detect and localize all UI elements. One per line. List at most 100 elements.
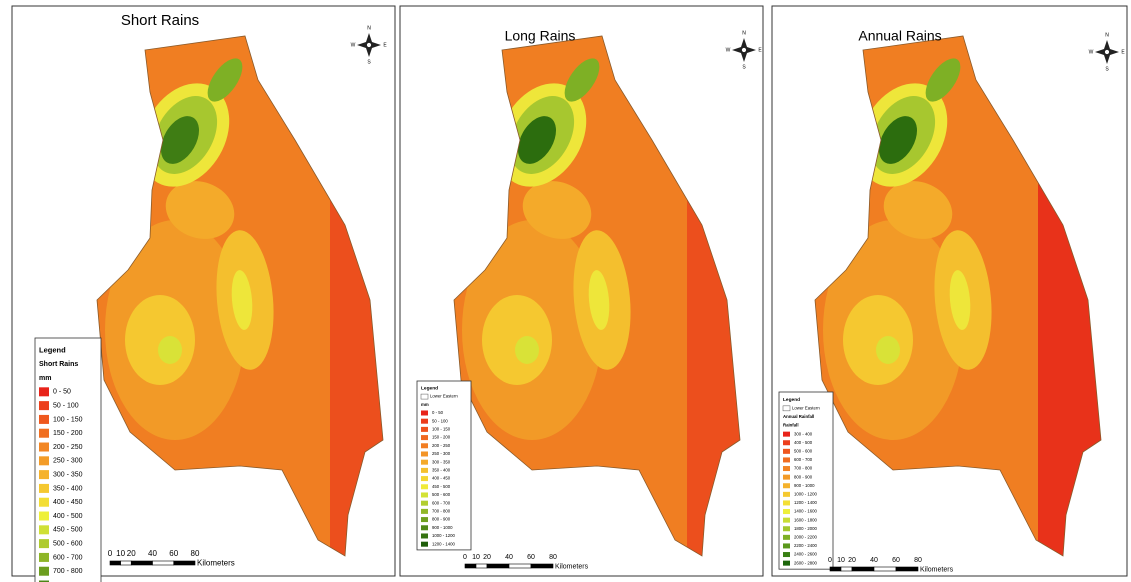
legend-swatch [39,484,49,493]
scale-segment [896,567,918,571]
legend-label: 500 - 600 [794,448,813,453]
legend-label: 1600 - 1800 [794,517,818,522]
legend-swatch [783,552,790,557]
legend-label: 2200 - 2400 [794,543,818,548]
legend-label: 1200 - 1400 [794,500,818,505]
legend-layer-swatch [421,394,428,399]
scale-tick-label: 80 [191,549,200,558]
rain-zone [158,336,182,364]
legend-heading: mm [421,402,429,407]
scale-tick-label: 10 [472,554,480,561]
compass-w: W [726,47,731,53]
legend-swatch [421,484,428,489]
legend-label: 200 - 250 [432,443,451,448]
legend-heading: Rainfall [783,423,799,428]
legend-label: 500 - 600 [53,540,83,547]
legend-title: Legend [39,345,66,354]
rain-zone [125,295,195,385]
scale-segment [465,564,476,568]
legend-swatch [421,443,428,448]
scale-segment [110,561,121,565]
legend-label: 200 - 250 [53,444,83,451]
scale-tick-label: 80 [549,554,557,561]
legend-swatch [39,567,49,576]
compass-center [367,43,372,48]
legend-swatch [421,460,428,465]
scale-tick-label: 60 [892,557,900,564]
legend-heading: Annual Rainfall [783,414,814,419]
legend-label: 1800 - 2000 [794,526,818,531]
legend-label: 700 - 800 [432,509,451,514]
legend-layer: Lower Eastern [792,405,820,410]
legend-swatch [421,435,428,440]
legend-label: 0 - 50 [53,389,71,396]
legend-swatch [39,539,49,548]
legend-swatch [783,543,790,548]
scale-segment [487,564,509,568]
legend-swatch [421,517,428,522]
legend-swatch [39,387,49,396]
legend-swatch [39,401,49,410]
legend-swatch [783,526,790,531]
scale-unit: Kilometers [555,563,589,570]
scale-tick-label: 40 [148,549,157,558]
legend-label: 450 - 500 [432,484,451,489]
legend-title: Legend [783,397,800,403]
scale-tick-label: 20 [127,549,136,558]
legend-swatch [421,533,428,538]
scale-tick-label: 40 [505,554,513,561]
legend-swatch [39,443,49,452]
legend-label: 400 - 500 [794,440,813,445]
legend-title: Legend [421,386,438,392]
legend-label: 2400 - 2600 [794,552,818,557]
legend-label: 300 - 400 [794,431,813,436]
scale-segment [153,561,174,565]
rain-zone [843,295,913,385]
legend-swatch [783,483,790,488]
legend-label: 300 - 350 [432,459,451,464]
legend-label: 900 - 1000 [794,483,815,488]
figure: Short RainsNSEWLegendShort Rainsmm0 - 50… [0,0,1131,582]
legend-label: 150 - 200 [432,435,451,440]
compass-n: N [367,25,371,31]
legend-swatch [783,457,790,462]
legend-swatch [783,449,790,454]
scale-unit: Kilometers [920,566,954,573]
legend-swatch [783,475,790,480]
compass-n: N [1105,32,1109,38]
scale-tick-label: 0 [463,554,467,561]
legend-label: 700 - 800 [794,466,813,471]
scale-tick-label: 60 [527,554,535,561]
legend-label: 400 - 500 [53,513,83,520]
panel-title: Annual Rains [858,28,941,44]
scale-tick-label: 10 [116,549,125,558]
panel-title: Long Rains [505,28,576,44]
legend-label: 350 - 400 [53,485,83,492]
legend-swatch [39,498,49,507]
legend-label: 600 - 700 [432,500,451,505]
legend-heading: mm [39,375,51,382]
scale-segment [174,561,195,565]
legend-swatch [783,518,790,523]
legend-swatch [421,525,428,530]
legend-label: 800 - 900 [432,517,451,522]
legend-label: 1200 - 1400 [432,541,456,546]
legend-swatch [421,542,428,547]
legend-swatch [421,476,428,481]
legend-swatch [421,410,428,415]
legend-label: 1000 - 1200 [432,533,456,538]
legend-swatch [39,429,49,438]
legend-swatch [783,535,790,540]
scale-segment [841,567,852,571]
scale-tick-label: 20 [483,554,491,561]
scale-tick-label: 80 [914,557,922,564]
legend-layer-swatch [783,406,790,411]
legend-swatch [421,501,428,506]
scale-unit: Kilometers [197,559,235,568]
rain-zone [482,295,552,385]
legend-swatch [783,561,790,566]
scale-segment [852,567,874,571]
legend-label: 250 - 300 [53,458,83,465]
panel-title: Short Rains [121,12,199,29]
